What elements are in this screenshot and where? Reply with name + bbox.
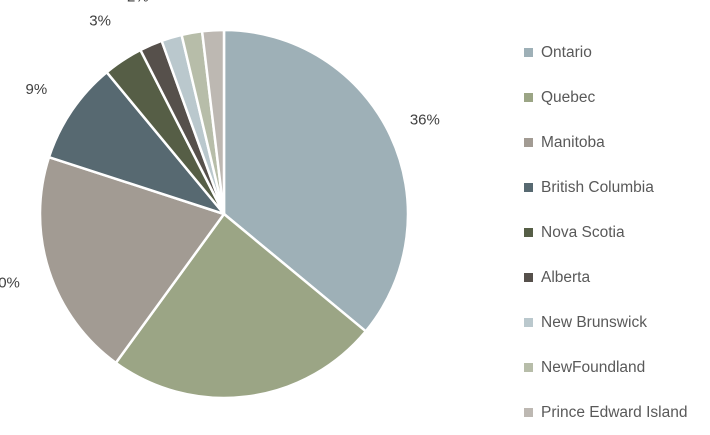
pie-slice-manitoba — [38, 155, 226, 365]
legend-label: New Brunswick — [541, 313, 647, 331]
legend-swatch — [524, 318, 533, 327]
legend-label: Quebec — [541, 88, 596, 106]
legend-swatch — [524, 183, 533, 192]
legend-swatch — [524, 273, 533, 282]
pie-slice-quebec — [114, 212, 368, 400]
legend-item-newfoundland: NewFoundland — [524, 345, 687, 390]
legend-item-new-brunswick: New Brunswick — [524, 300, 687, 345]
pie-slice-ontario — [222, 28, 410, 333]
legend-label: Ontario — [541, 43, 592, 61]
pie-label-nova-scotia: 3% — [89, 12, 111, 29]
pie-labels: 36%24%20%9%3%2%2%2%2% — [0, 0, 440, 426]
legend-swatch — [524, 138, 533, 147]
legend-item-prince-edward-island: Prince Edward Island — [524, 390, 687, 435]
pie-label-british-columbia: 9% — [26, 81, 48, 98]
legend-label: Alberta — [541, 268, 591, 286]
legend-item-manitoba: Manitoba — [524, 120, 687, 165]
legend-swatch — [524, 93, 533, 102]
pie-label-ontario: 36% — [410, 111, 440, 128]
pie-label-quebec: 24% — [237, 424, 267, 426]
legend-label: Prince Edward Island — [541, 403, 688, 421]
pie-slices — [38, 28, 410, 400]
legend-item-quebec: Quebec — [524, 75, 687, 120]
legend-label: Manitoba — [541, 133, 605, 151]
legend-label: Nova Scotia — [541, 223, 625, 241]
legend-item-british-columbia: British Columbia — [524, 165, 687, 210]
pie-label-manitoba: 20% — [0, 275, 20, 292]
legend: Ontario Quebec Manitoba British Columbia Nov… — [524, 30, 687, 435]
legend-label: NewFoundland — [541, 358, 646, 376]
legend-item-alberta: Alberta — [524, 255, 687, 300]
pie-slice-british-columbia — [47, 70, 226, 216]
legend-swatch — [524, 228, 533, 237]
legend-label: British Columbia — [541, 178, 654, 196]
legend-item-nova-scotia: Nova Scotia — [524, 210, 687, 255]
pie-slice-prince-edward-island — [200, 28, 226, 216]
pie-chart: 36%24%20%9%3%2%2%2%2% — [0, 0, 440, 426]
legend-swatch — [524, 408, 533, 417]
legend-swatch — [524, 363, 533, 372]
legend-swatch — [524, 48, 533, 57]
legend-item-ontario: Ontario — [524, 30, 687, 75]
pie-label-alberta: 2% — [127, 0, 149, 5]
